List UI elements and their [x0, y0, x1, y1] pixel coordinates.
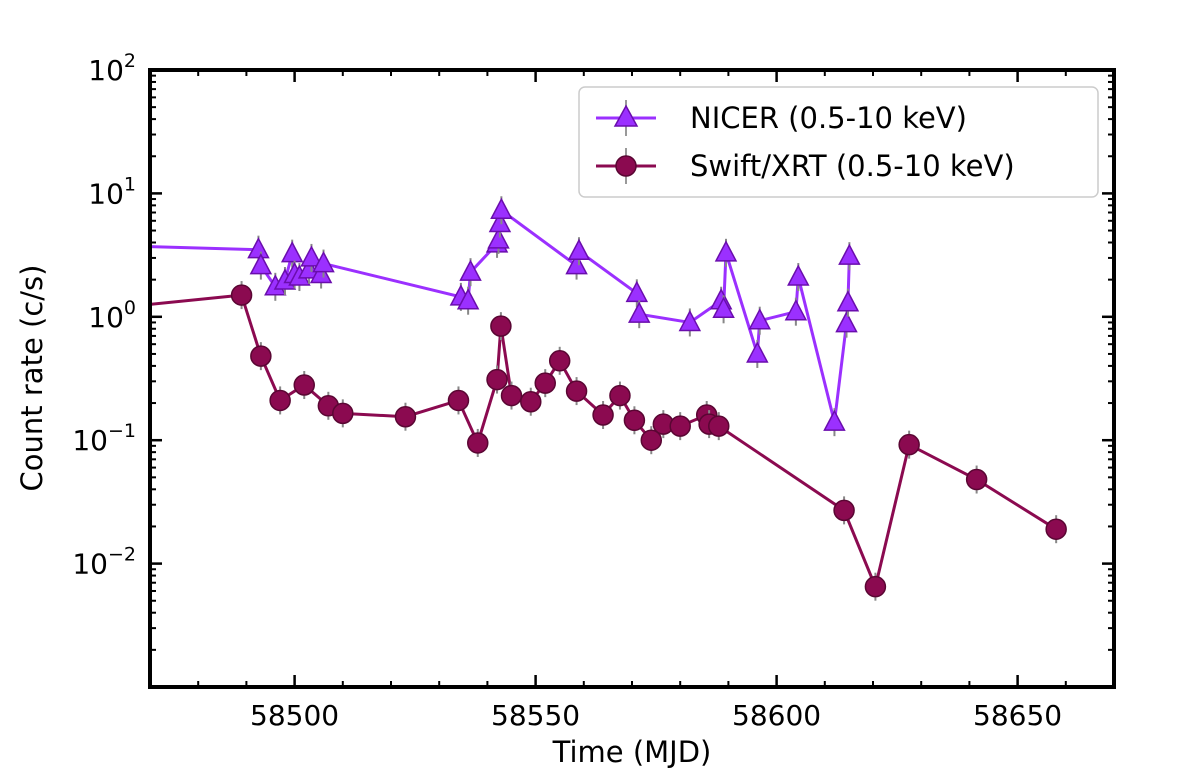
x-tick-label: 58500: [250, 699, 339, 732]
x-tick-label: 58650: [973, 699, 1062, 732]
y-tick-label: 10−1: [72, 420, 136, 457]
nicer-point: [823, 409, 846, 431]
nicer-point: [488, 210, 512, 233]
swift-point: [708, 415, 730, 437]
nicer-point: [787, 264, 810, 286]
nicer-point: [297, 257, 321, 279]
nicer-point: [490, 197, 513, 220]
swift-point: [864, 575, 887, 598]
swift-point: [898, 433, 920, 456]
nicer-point: [567, 238, 591, 260]
x-tick-label: 58550: [491, 699, 580, 732]
swift-point: [592, 404, 614, 426]
nicer-point: [249, 252, 273, 275]
nicer-point: [784, 299, 808, 321]
swift-point: [250, 345, 272, 367]
nicer-point: [835, 311, 858, 333]
nicer-point: [712, 296, 735, 319]
nicer-point: [312, 250, 335, 273]
swift-point: [230, 284, 253, 306]
nicer-point: [280, 241, 304, 263]
swift-point: [332, 402, 354, 425]
swift-point: [394, 405, 417, 428]
legend: NICER (0.5-10 keV) Swift/XRT (0.5-10 keV…: [578, 86, 1099, 198]
nicer-point: [838, 243, 861, 265]
x-tick-label: 58600: [732, 699, 821, 732]
nicer-point: [565, 252, 588, 275]
nicer-point: [487, 227, 510, 249]
x-axis-label: Time (MJD): [552, 735, 712, 769]
plot-frame: [148, 68, 1116, 689]
nicer-point: [92, 234, 112, 253]
nicer-point: [748, 308, 771, 330]
swift-point: [669, 415, 691, 437]
nicer-point: [746, 341, 769, 363]
swift-point: [500, 384, 523, 407]
y-axis: 10−2 10−1 100 101 102: [72, 50, 1114, 581]
nicer-point: [836, 290, 860, 312]
legend-box: [578, 86, 1099, 198]
swift-point: [534, 372, 556, 394]
nicer-point: [459, 259, 482, 281]
nicer-point: [714, 240, 738, 262]
legend-nicer-marker: [613, 104, 639, 127]
y-axis-label: Count rate (c/s): [15, 265, 49, 492]
y-tick-label: 10−2: [72, 544, 136, 581]
swift-point: [486, 368, 508, 391]
swift-point: [833, 499, 855, 522]
y-tick-label: 102: [88, 50, 136, 87]
legend-swift-label: Swift/XRT (0.5-10 keV): [690, 149, 1015, 183]
swift-point: [467, 432, 489, 454]
nicer-point: [627, 301, 651, 323]
nicer-point: [678, 309, 702, 332]
nicer-point: [456, 288, 480, 310]
swift-point: [548, 350, 571, 372]
x-axis: 58500 58550 58600 58650: [250, 70, 1062, 732]
swift-point: [447, 389, 470, 412]
series-line-0: [150, 207, 851, 423]
legend-swift-marker: [615, 155, 637, 177]
swift-point: [609, 384, 631, 407]
swift-point: [293, 374, 315, 396]
y-tick-label: 100: [88, 297, 136, 334]
y-tick-label: 101: [88, 173, 136, 210]
swift-point: [520, 390, 542, 413]
nicer-point: [625, 280, 649, 303]
swift-point: [623, 409, 646, 432]
series-layer: [92, 196, 1067, 601]
swift-point: [565, 380, 588, 402]
nicer-point: [300, 245, 323, 267]
swift-point: [1045, 518, 1067, 540]
legend-nicer-label: NICER (0.5-10 keV): [690, 101, 967, 135]
swift-point: [965, 468, 988, 491]
swift-point: [490, 315, 512, 337]
swift-point: [640, 429, 663, 451]
nicer-point: [309, 261, 333, 284]
swift-point: [269, 389, 291, 412]
